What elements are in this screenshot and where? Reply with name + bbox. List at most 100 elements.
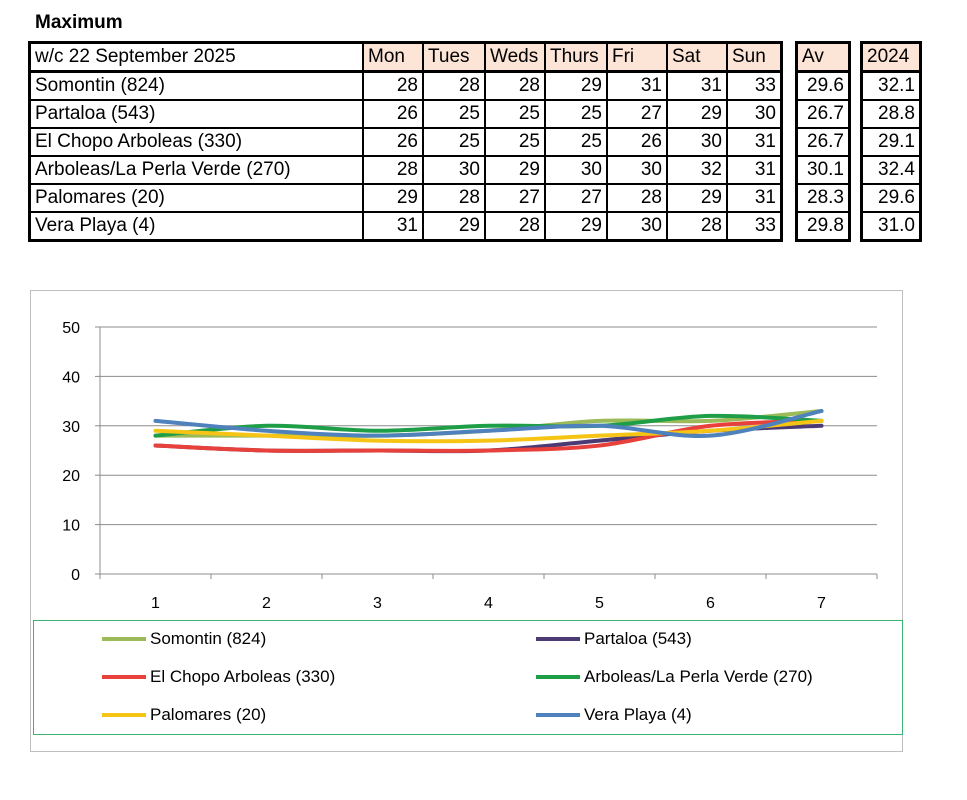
av-header: Av — [795, 41, 851, 73]
legend-label: El Chopo Arboleas (330) — [150, 667, 336, 686]
legend-swatch — [536, 713, 580, 717]
x-tick-label: 7 — [817, 595, 826, 612]
temp-cell: 28 — [484, 211, 546, 242]
y-tick-label: 0 — [71, 567, 80, 584]
temp-cell: 29 — [666, 183, 728, 213]
temp-cell: 25 — [422, 127, 486, 157]
week-label: w/c 22 September 2025 — [28, 41, 364, 73]
average-cell: 29.8 — [795, 211, 851, 242]
day-header: Tues — [422, 41, 486, 73]
page-title: Maximum — [35, 12, 123, 33]
legend-swatch — [536, 637, 580, 641]
temp-cell: 28 — [422, 183, 486, 213]
station-name: Partaloa (543) — [28, 99, 364, 129]
temp-cell: 26 — [362, 99, 424, 129]
temp-cell: 28 — [484, 70, 546, 101]
temp-cell: 25 — [422, 99, 486, 129]
temp-cell: 26 — [606, 127, 668, 157]
table-row: Palomares (20) 29 28 27 27 28 29 31 — [28, 183, 783, 213]
temp-cell: 30 — [666, 127, 728, 157]
day-header: Sat — [666, 41, 728, 73]
legend-item: Partaloa (543) — [536, 629, 692, 649]
day-header: Mon — [362, 41, 424, 73]
year-2024-table: 2024 32.1 28.8 29.1 32.4 29.6 31.0 — [860, 41, 922, 242]
year-2024-cell: 31.0 — [860, 211, 922, 242]
temp-cell: 29 — [362, 183, 424, 213]
x-tick-label: 4 — [484, 595, 493, 612]
temp-cell: 25 — [544, 99, 608, 129]
table-row: El Chopo Arboleas (330) 26 25 25 25 26 30 31 — [28, 127, 783, 157]
average-cell: 26.7 — [795, 99, 851, 129]
temp-cell: 29 — [422, 211, 486, 242]
temp-cell: 30 — [422, 155, 486, 185]
legend-label: Vera Playa (4) — [584, 705, 692, 724]
temp-cell: 30 — [726, 99, 783, 129]
x-tick-label: 3 — [373, 595, 382, 612]
temp-cell: 30 — [606, 211, 668, 242]
x-tick-label: 6 — [706, 595, 715, 612]
year-header: 2024 — [860, 41, 922, 73]
temp-cell: 29 — [544, 211, 608, 242]
temp-cell: 31 — [726, 155, 783, 185]
chart-area — [30, 290, 903, 752]
legend-swatch — [536, 675, 580, 679]
temp-cell: 33 — [726, 211, 783, 242]
table-row: Partaloa (543) 26 25 25 25 27 29 30 — [28, 99, 783, 129]
average-cell: 30.1 — [795, 155, 851, 185]
average-cell: 26.7 — [795, 127, 851, 157]
legend-item: Somontin (824) — [102, 629, 266, 649]
temp-cell: 29 — [666, 99, 728, 129]
legend-label: Somontin (824) — [150, 629, 267, 648]
day-header: Weds — [484, 41, 546, 73]
temp-cell: 29 — [484, 155, 546, 185]
x-tick-label: 1 — [151, 595, 160, 612]
legend-swatch — [102, 637, 146, 641]
station-name: Vera Playa (4) — [28, 211, 364, 242]
day-header: Sun — [726, 41, 783, 73]
temp-cell: 25 — [544, 127, 608, 157]
temp-cell: 28 — [362, 155, 424, 185]
x-tick-label: 2 — [262, 595, 271, 612]
station-name: El Chopo Arboleas (330) — [28, 127, 364, 157]
year-2024-cell: 28.8 — [860, 99, 922, 129]
legend-label: Partaloa (543) — [584, 629, 692, 648]
table-header-row: w/c 22 September 2025 Mon Tues Weds Thur… — [28, 41, 783, 73]
year-2024-cell: 32.4 — [860, 155, 922, 185]
legend-swatch — [102, 713, 146, 717]
temp-cell: 30 — [606, 155, 668, 185]
temp-cell: 31 — [362, 211, 424, 242]
temperature-table: w/c 22 September 2025 Mon Tues Weds Thur… — [28, 41, 783, 242]
series-line — [153, 413, 824, 438]
y-tick-label: 40 — [62, 369, 80, 386]
series-line — [153, 418, 824, 444]
temp-cell: 25 — [484, 99, 546, 129]
y-tick-label: 10 — [62, 518, 80, 535]
series-line — [153, 408, 824, 439]
temp-cell: 27 — [484, 183, 546, 213]
legend-item: Arboleas/La Perla Verde (270) — [536, 667, 813, 687]
table-row: Arboleas/La Perla Verde (270) 28 30 29 30 30 3… — [28, 155, 783, 185]
y-tick-label: 20 — [62, 468, 80, 485]
temp-cell: 31 — [726, 183, 783, 213]
day-header: Thurs — [544, 41, 608, 73]
year-2024-cell: 29.1 — [860, 127, 922, 157]
temp-cell: 31 — [726, 127, 783, 157]
temp-cell: 27 — [544, 183, 608, 213]
x-tick-label: 5 — [595, 595, 604, 612]
station-name: Palomares (20) — [28, 183, 364, 213]
legend-swatch — [102, 675, 146, 679]
temp-cell: 26 — [362, 127, 424, 157]
legend-item: Vera Playa (4) — [536, 705, 692, 725]
day-header: Fri — [606, 41, 668, 73]
temp-cell: 28 — [606, 183, 668, 213]
temp-cell: 28 — [362, 70, 424, 101]
temp-cell: 27 — [606, 99, 668, 129]
temp-cell: 32 — [666, 155, 728, 185]
legend-label: Arboleas/La Perla Verde (270) — [584, 667, 813, 686]
y-tick-label: 30 — [62, 419, 80, 436]
year-2024-cell: 29.6 — [860, 183, 922, 213]
series-line — [153, 418, 824, 453]
legend-label: Palomares (20) — [150, 705, 267, 724]
average-cell: 28.3 — [795, 183, 851, 213]
